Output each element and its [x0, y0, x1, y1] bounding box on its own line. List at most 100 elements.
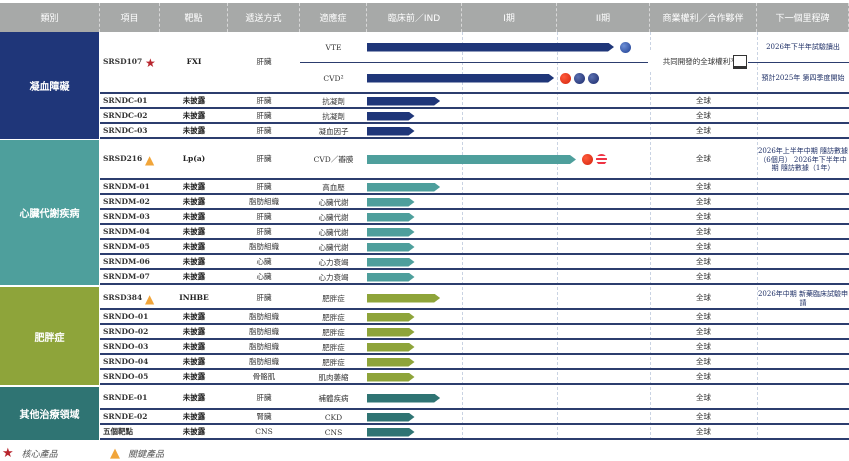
triangle-icon: ▲	[145, 153, 155, 167]
target: 未披露	[182, 256, 206, 266]
progress-bar	[367, 43, 614, 52]
delivery: 肝臟	[256, 211, 272, 221]
progress-bar	[367, 155, 576, 164]
grid-line	[462, 32, 463, 440]
category-0: 凝血障礙	[0, 32, 99, 139]
project-name: 五個靶點	[103, 426, 133, 436]
target: Lp(a)	[182, 154, 206, 164]
target: INHBE	[179, 292, 209, 302]
table-row: SRNDO-04 未披露 脂肪組織 肥胖症 全球	[100, 355, 849, 370]
progress-bar	[367, 413, 415, 422]
indication: 高血壓	[322, 182, 345, 192]
table-row: SRNDM-04 未披露 肝臟 心臟代謝 全球	[100, 225, 849, 240]
indication: 肥胖症	[322, 293, 345, 303]
indication: 肌肉萎縮	[318, 372, 349, 382]
target: 未披露	[182, 311, 206, 321]
milestone: 2026年下半年試驗讀出	[766, 43, 840, 52]
target: 未披露	[182, 241, 206, 251]
delivery: 脂肪組織	[249, 241, 279, 251]
project-name: SRNDE-02	[103, 411, 148, 421]
delivery: 肝臟	[256, 110, 272, 120]
indication: 肥胖症	[322, 342, 345, 352]
header-cell: 臨床前／IND	[367, 3, 462, 32]
rights: 全球	[696, 356, 711, 366]
delivery: 肝臟	[256, 226, 272, 236]
grid-line	[650, 32, 651, 440]
progress-bar	[367, 183, 440, 192]
indication: CVD／瓣膜	[313, 155, 354, 165]
rights: 全球	[696, 326, 711, 336]
project-name: SRNDM-03	[103, 211, 150, 221]
star-icon: ★	[2, 446, 14, 461]
project-name: SRSD384	[103, 292, 143, 302]
project-name: SRNDO-04	[103, 356, 149, 366]
progress-bar	[367, 228, 415, 237]
table-row: SRNDE-01 未披露 肝臟 補體疾病 全球	[100, 387, 849, 410]
flag-uk-icon	[574, 72, 586, 84]
triangle-icon: ▲	[145, 291, 155, 306]
delivery: 心臟	[256, 256, 272, 266]
delivery: 肝臟	[256, 181, 272, 191]
project-name: SRNDC-02	[103, 110, 148, 120]
target: 未披露	[182, 426, 206, 436]
indication: 心力衰竭	[318, 272, 349, 282]
delivery: 脂肪組織	[249, 311, 279, 321]
table-row: SRNDM-03 未披露 肝臟 心臟代謝 全球	[100, 210, 849, 225]
rights: 全球	[696, 292, 711, 302]
rights: 全球	[696, 110, 711, 120]
header-cell: 遞送方式	[228, 3, 300, 32]
indication: 心力衰竭	[318, 257, 349, 267]
progress-bar	[367, 213, 415, 222]
table-row: SRNDO-01 未披露 脂肪組織 肥胖症 全球	[100, 310, 849, 325]
progress-bar	[367, 373, 415, 382]
target: 未披露	[182, 341, 206, 351]
table-row: SRNDM-05 未披露 脂肪組織 心臟代謝 全球	[100, 240, 849, 255]
table-row: SRNDE-02 未披露 腎臟 CKD 全球	[100, 410, 849, 425]
header-cell: II期	[557, 3, 650, 32]
delivery: 肝臟	[256, 154, 272, 164]
target: 未披露	[182, 95, 206, 105]
flag-cn-icon	[560, 72, 572, 84]
delivery: 肝臟	[256, 57, 272, 67]
header-cell: 商業權利／合作夥伴	[650, 3, 757, 32]
indication: 心臟代謝	[318, 212, 349, 222]
header-cell: 類別	[0, 3, 100, 32]
project-name: SRNDE-01	[103, 392, 148, 402]
flag-eu-icon	[620, 41, 631, 53]
milestone: 2026年中期 新藥臨床試驗申請	[757, 289, 849, 307]
rights: 全球	[696, 154, 711, 164]
target: 未披露	[182, 110, 206, 120]
project-name: SRNDC-01	[103, 95, 148, 105]
project-name: SRNDM-04	[103, 226, 150, 236]
milestone: 預計2025年 第四季度開始	[761, 74, 845, 83]
table-row: SRNDO-02 未披露 脂肪組織 肥胖症 全球	[100, 325, 849, 340]
indication: 補體疾病	[318, 393, 349, 403]
progress-bar	[367, 358, 415, 367]
project-name: SRNDM-01	[103, 181, 150, 191]
delivery: 腎臟	[256, 411, 272, 421]
category-3: 其他治療領域	[0, 387, 99, 440]
progress-bar	[367, 273, 415, 282]
project-name: SRNDM-02	[103, 196, 150, 206]
progress-bar	[367, 74, 554, 83]
table-row: SRSD384 ▲ INHBE 肝臟 肥胖症 2026年中期 新藥臨床試驗申請 全球	[100, 287, 849, 310]
target: 未披露	[182, 371, 206, 381]
progress-bar	[367, 428, 415, 437]
rights: 全球	[696, 426, 711, 436]
progress-bar	[367, 97, 440, 106]
delivery: 脂肪組織	[249, 341, 279, 351]
rights: 全球	[696, 241, 711, 251]
progress-bar	[367, 394, 440, 403]
progress-bar	[367, 198, 415, 207]
target: 未披露	[182, 271, 206, 281]
table-row: SRNDM-01 未披露 肝臟 高血壓 全球	[100, 180, 849, 195]
progress-bar	[367, 343, 415, 352]
indication: CKD	[324, 412, 343, 422]
rights: 全球	[696, 95, 711, 105]
milestone: 2026年上半年中期 隨訪數據（6個月） 2026年下半年中期 隨訪數據（1年）	[757, 146, 849, 173]
rights: 全球	[696, 411, 711, 421]
indication: 肥胖症	[322, 357, 345, 367]
project-name: SRNDO-05	[103, 371, 149, 381]
table-row: SRNDM-07 未披露 心臟 心力衰竭 全球	[100, 270, 849, 285]
